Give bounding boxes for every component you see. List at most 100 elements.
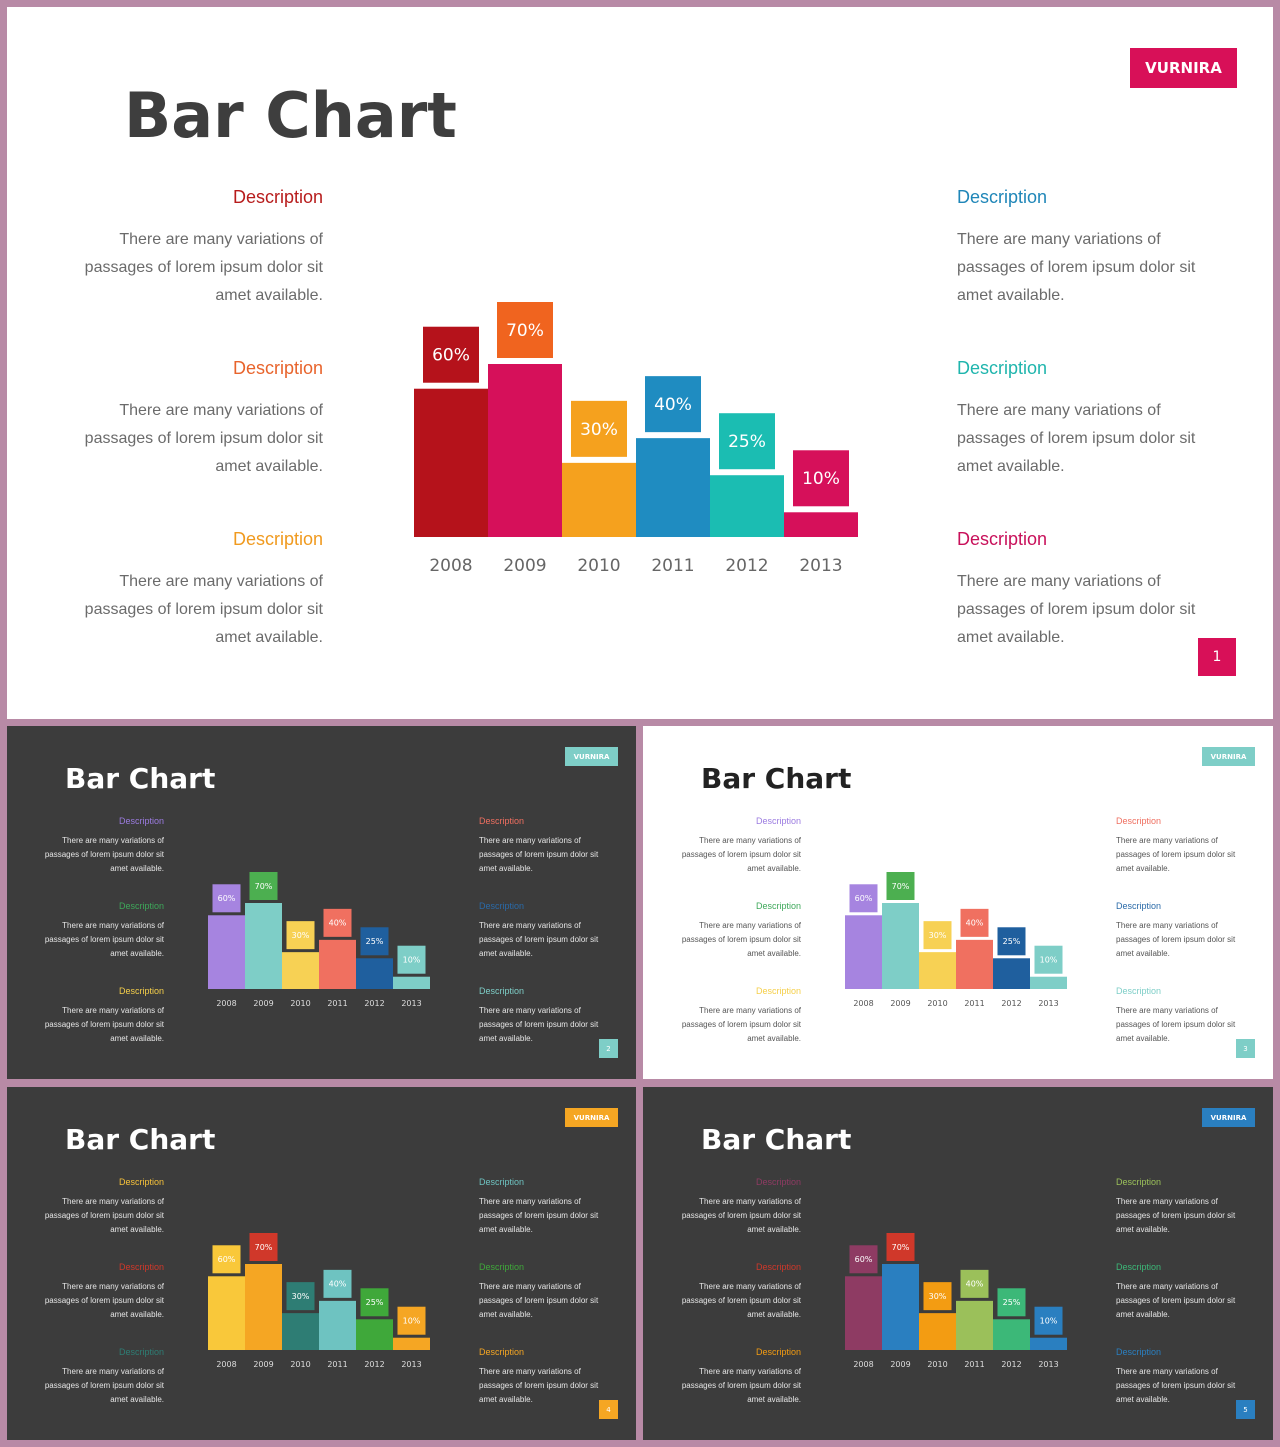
data-label-box-2008 (212, 884, 241, 913)
description-right-1: Description There are many variations of… (479, 816, 629, 876)
bar-2008 (414, 388, 488, 537)
bar-2008 (845, 915, 882, 989)
data-label-2010: 30% (929, 931, 947, 940)
data-label-box-2008 (212, 1245, 241, 1274)
description-text: There are many variations of passages of… (957, 573, 1196, 646)
data-label-2012: 25% (728, 432, 766, 452)
data-label-2012: 25% (1003, 937, 1021, 946)
slide-4[interactable]: Bar Chart VURNIRA Description There are … (7, 1087, 636, 1440)
brand-badge: VURNIRA (565, 747, 618, 766)
data-label-box-2013 (1034, 945, 1063, 974)
data-label-box-2008 (423, 326, 479, 383)
description-text: There are many variations of passages of… (681, 1197, 801, 1234)
data-label-2011: 40% (654, 395, 692, 415)
data-label-box-2011 (645, 376, 701, 433)
description-heading: Description (1116, 1347, 1162, 1357)
description-text: There are many variations of passages of… (44, 1367, 164, 1404)
bar-2012 (710, 475, 784, 537)
slide-3[interactable]: Bar Chart VURNIRA Description There are … (643, 726, 1273, 1079)
data-label-box-2013 (397, 1306, 426, 1335)
bar-2013 (784, 512, 858, 537)
x-tick-label-2011: 2011 (651, 556, 694, 576)
x-tick-label-2010: 2010 (927, 1360, 947, 1369)
description-text: There are many variations of passages of… (1116, 921, 1236, 958)
bar-2011 (319, 939, 356, 989)
data-label-box-2011 (960, 908, 989, 937)
x-tick-label-2012: 2012 (725, 556, 768, 576)
x-tick-label-2008: 2008 (216, 1360, 236, 1369)
description-heading: Description (1116, 901, 1162, 911)
bar-2010 (282, 952, 319, 989)
description-right-1: Description There are many variations of… (957, 187, 1247, 310)
data-label-box-2013 (1034, 1306, 1063, 1335)
description-text: There are many variations of passages of… (479, 1282, 599, 1319)
description-right-2: Description There are many variations of… (1116, 901, 1266, 961)
x-tick-label-2011: 2011 (327, 999, 347, 1008)
x-tick-label-2013: 2013 (401, 999, 421, 1008)
bar-2011 (956, 1300, 993, 1350)
description-left-1: Description There are many variations of… (662, 816, 801, 876)
description-heading: Description (479, 816, 525, 826)
data-label-box-2013 (793, 450, 849, 507)
description-right-1: Description There are many variations of… (479, 1177, 629, 1237)
description-right-3: Description There are many variations of… (957, 529, 1247, 652)
data-label-2011: 40% (966, 919, 984, 928)
description-heading: Description (479, 1177, 525, 1187)
description-heading: Description (232, 358, 323, 378)
description-text: There are many variations of passages of… (681, 1006, 801, 1043)
data-label-2011: 40% (329, 1280, 347, 1289)
x-tick-label-2013: 2013 (1038, 999, 1058, 1008)
data-label-box-2011 (323, 1269, 352, 1298)
description-text: There are many variations of passages of… (681, 1367, 801, 1404)
x-tick-label-2010: 2010 (577, 556, 620, 576)
description-text: There are many variations of passages of… (1116, 836, 1236, 873)
x-tick-label-2011: 2011 (964, 999, 984, 1008)
description-text: There are many variations of passages of… (44, 1282, 164, 1319)
slide-title: Bar Chart (701, 1123, 852, 1156)
description-text: There are many variations of passages of… (681, 1282, 801, 1319)
description-right-1: Description There are many variations of… (1116, 816, 1266, 876)
data-label-box-2012 (360, 1288, 389, 1317)
description-heading: Description (1116, 1177, 1162, 1187)
description-heading: Description (755, 901, 801, 911)
data-label-2008: 60% (855, 894, 873, 903)
slide-title: Bar Chart (124, 79, 457, 152)
data-label-box-2013 (397, 945, 426, 974)
description-text: There are many variations of passages of… (479, 921, 599, 958)
data-label-box-2010 (923, 1282, 952, 1311)
bar-chart: 60% 2008 70% 2009 30% 2010 40% 2011 25% 2012 10% 20… (845, 872, 1067, 1008)
data-label-box-2012 (997, 1288, 1026, 1317)
description-text: There are many variations of passages of… (44, 1006, 164, 1043)
brand-badge: VURNIRA (1130, 48, 1237, 88)
data-label-box-2008 (849, 884, 878, 913)
bar-2008 (845, 1276, 882, 1350)
data-label-2008: 60% (432, 346, 470, 366)
data-label-2013: 10% (403, 1317, 421, 1326)
description-left-3: Description There are many variations of… (662, 1347, 801, 1407)
slide-2[interactable]: Bar Chart VURNIRA Description There are … (7, 726, 636, 1079)
bar-2009 (245, 903, 282, 989)
x-tick-label-2010: 2010 (290, 1360, 310, 1369)
data-label-box-2012 (360, 927, 389, 956)
description-text: There are many variations of passages of… (84, 573, 323, 646)
description-heading: Description (479, 1347, 525, 1357)
description-text: There are many variations of passages of… (1116, 1367, 1236, 1404)
description-heading: Description (479, 986, 525, 996)
data-label-box-2010 (286, 921, 315, 950)
slide-5[interactable]: Bar Chart VURNIRA Description There are … (643, 1087, 1273, 1440)
x-tick-label-2011: 2011 (964, 1360, 984, 1369)
description-heading: Description (118, 1347, 164, 1357)
bar-2012 (993, 1319, 1030, 1350)
x-tick-label-2012: 2012 (1001, 1360, 1021, 1369)
bar-2011 (956, 939, 993, 989)
brand-badge: VURNIRA (1202, 747, 1255, 766)
bar-2011 (636, 438, 710, 537)
slide-1[interactable]: Bar Chart VURNIRA Description There are … (7, 7, 1273, 719)
data-label-box-2009 (497, 302, 553, 358)
description-text: There are many variations of passages of… (479, 1006, 599, 1043)
data-label-box-2008 (849, 1245, 878, 1274)
data-label-box-2009 (249, 872, 278, 900)
description-left-3: Description There are many variations of… (25, 1347, 164, 1407)
description-left-1: Description There are many variations of… (662, 1177, 801, 1237)
bar-2010 (282, 1313, 319, 1350)
